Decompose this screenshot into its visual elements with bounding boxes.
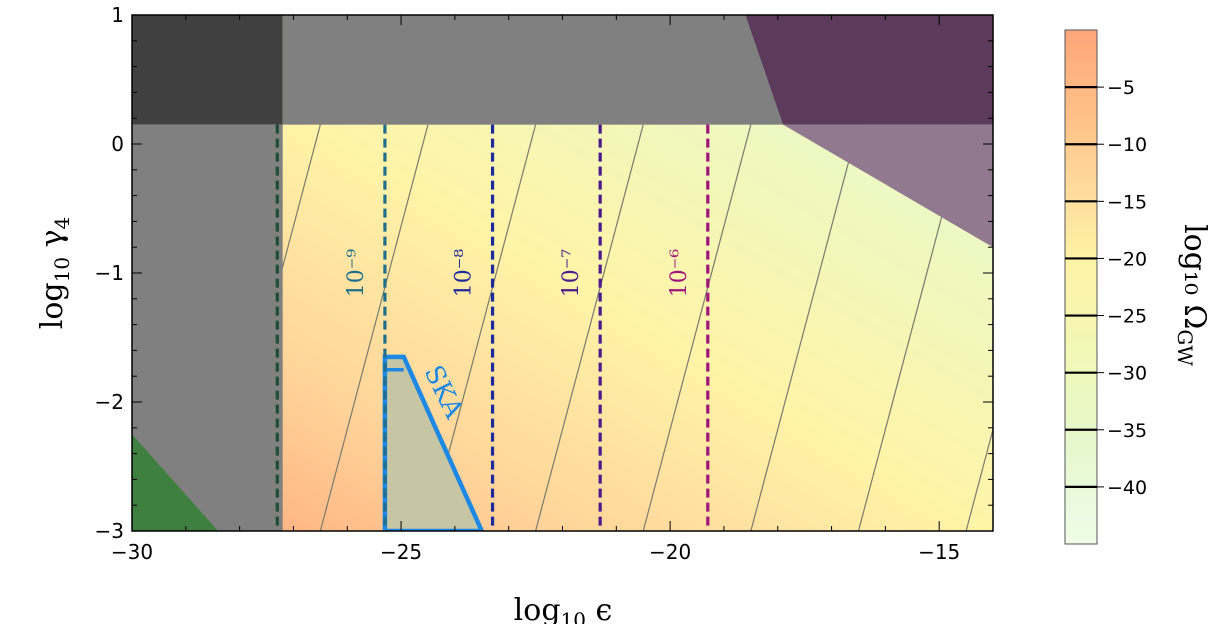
contour-line <box>750 124 860 531</box>
y-tick-label: 1 <box>111 3 124 27</box>
shaded-regions <box>132 15 993 531</box>
shaded-region <box>783 124 993 248</box>
colorbar-tick-label: −5 <box>1107 77 1135 99</box>
colorbar-tick-label: −10 <box>1107 134 1147 156</box>
x-tick-label: −30 <box>111 540 153 564</box>
colorbar-tick-label: −20 <box>1107 248 1147 270</box>
contour-line <box>319 124 429 531</box>
colorbar-ticks: −5 −10 −15 −20 −25 −30 −35 −40 <box>1065 77 1147 499</box>
vertical-lines <box>275 124 710 531</box>
colorbar-fill <box>1064 29 1098 545</box>
colorbar-tick-label: −15 <box>1107 191 1147 213</box>
vertical-line-label: 10⁻⁶ <box>667 249 692 298</box>
contour-line <box>642 124 752 531</box>
y-tick-label: −1 <box>95 261 124 285</box>
ska-region <box>382 354 485 531</box>
y-tick-label: −2 <box>95 390 124 414</box>
ska-polygon <box>382 354 485 531</box>
x-tick-label: −15 <box>918 540 960 564</box>
y-tick-label: −3 <box>95 519 124 543</box>
shaded-region <box>745 15 993 125</box>
tick-labels: −30 −25 −20 −15 −3 −2 −1 0 1 <box>95 3 961 564</box>
vertical-line-label: 10⁻⁷ <box>559 249 584 298</box>
vertical-line-label: 10⁻⁹ <box>344 249 369 298</box>
colorbar: −5 −10 −15 −20 −25 −30 −35 −40 log₁₀ ΩGW <box>1064 29 1212 545</box>
colorbar-tick-label: −40 <box>1107 477 1147 499</box>
colorbar-tick-label: −25 <box>1107 306 1147 328</box>
contour-line <box>535 124 644 531</box>
y-axis-title: log10 γ4 <box>35 217 74 330</box>
plot-area <box>132 15 993 531</box>
shaded-region <box>132 15 283 125</box>
y-tick-label: 0 <box>111 132 124 156</box>
colorbar-tick-label: −35 <box>1107 420 1147 442</box>
contour-line <box>965 427 993 531</box>
colorbar-tick-label: −30 <box>1107 363 1147 385</box>
x-axis-title: log10 ϵ <box>514 593 613 624</box>
axis-ticks <box>131 14 994 532</box>
x-tick-label: −25 <box>380 540 422 564</box>
x-tick-label: −20 <box>649 540 691 564</box>
shaded-region <box>132 434 219 531</box>
colorbar-title: log₁₀ ΩGW <box>1173 224 1212 366</box>
vertical-line-label: 10⁻⁸ <box>452 249 477 298</box>
